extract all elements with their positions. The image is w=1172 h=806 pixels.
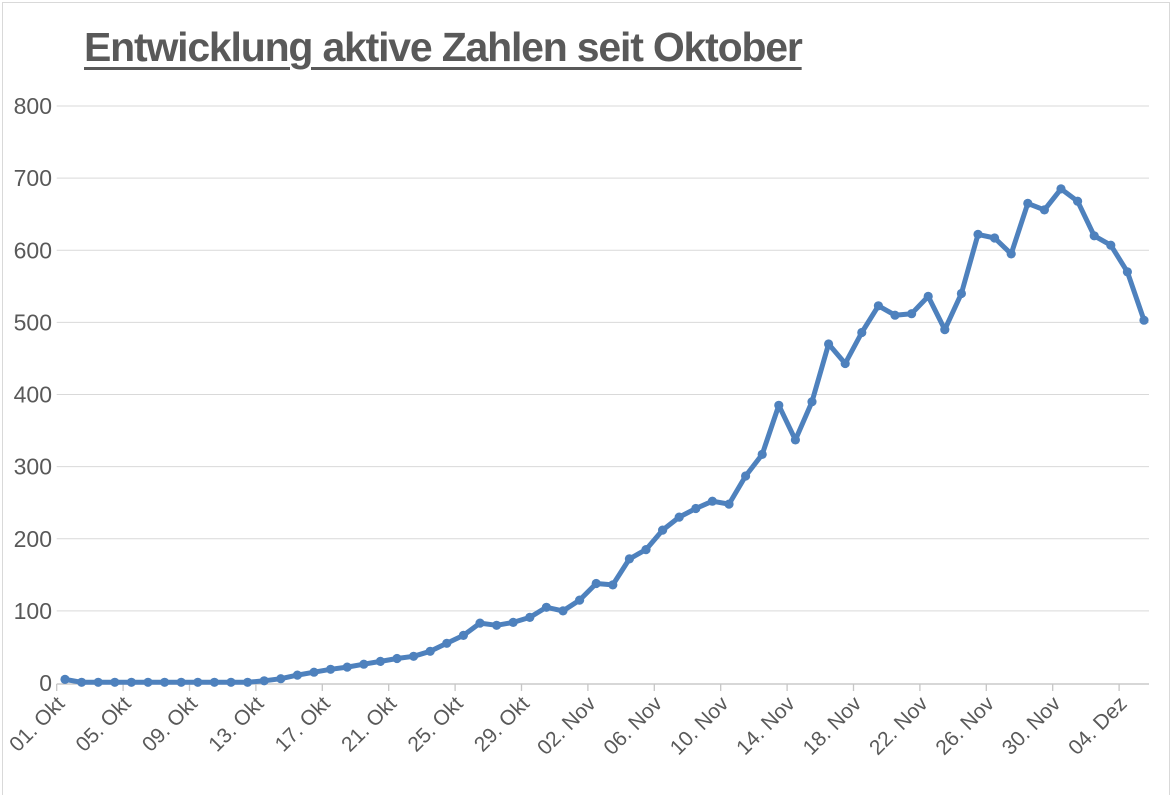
data-point-marker [790, 435, 801, 445]
data-point-marker [475, 618, 485, 628]
data-point-marker [492, 620, 502, 630]
x-axis-label: 29. Okt [470, 692, 534, 756]
data-point-marker [425, 646, 435, 656]
x-axis-label: 01. Okt [5, 692, 69, 756]
x-axis-label: 17. Okt [271, 692, 335, 756]
data-point-marker [1139, 315, 1149, 325]
x-axis-label: 25. Okt [403, 692, 467, 756]
data-point-marker [857, 327, 867, 338]
data-point-marker [143, 677, 153, 687]
x-axis-label: 05. Okt [71, 692, 135, 756]
data-point-marker [757, 449, 767, 459]
data-point-marker [309, 667, 319, 677]
data-point-marker [774, 400, 784, 410]
y-axis-label: 800 [14, 93, 52, 119]
data-point-marker [77, 677, 87, 687]
data-point-marker [741, 471, 751, 481]
data-point-marker [209, 677, 219, 687]
data-point-marker [342, 662, 352, 672]
data-point-marker [658, 525, 668, 535]
data-point-marker [359, 659, 369, 669]
y-axis-label: 0 [39, 670, 52, 696]
data-point-marker [176, 677, 186, 687]
y-axis-label: 300 [14, 454, 52, 480]
data-point-marker [824, 339, 834, 349]
y-axis-label: 200 [14, 526, 52, 552]
data-point-marker [458, 630, 468, 641]
y-axis-label: 600 [14, 237, 52, 263]
x-axis-label: 22. Nov [865, 692, 933, 760]
data-point-marker [641, 545, 651, 555]
data-point-marker [923, 291, 933, 301]
data-point-marker [807, 397, 817, 407]
data-point-marker [956, 288, 967, 299]
x-axis-label: 09. Okt [138, 692, 202, 756]
data-point-marker [1106, 240, 1116, 250]
data-point-marker [110, 677, 120, 687]
x-axis-label: 30. Nov [998, 692, 1066, 760]
data-point-marker [541, 602, 552, 612]
data-point-marker [326, 664, 336, 674]
data-point-marker [558, 606, 568, 616]
data-point-marker [973, 229, 983, 239]
data-point-marker [674, 512, 684, 522]
data-point-marker [525, 612, 535, 623]
data-point-marker [691, 503, 701, 514]
data-point-marker [1056, 184, 1066, 194]
x-axis-label: 26. Nov [931, 692, 999, 760]
data-point-marker [292, 670, 302, 680]
data-point-marker [907, 309, 917, 319]
data-point-marker [591, 578, 601, 589]
x-axis-label: 14. Nov [732, 692, 800, 760]
data-point-marker [226, 677, 236, 687]
data-point-marker [375, 656, 385, 667]
data-point-marker [1122, 267, 1132, 277]
y-axis-label: 500 [14, 309, 52, 335]
data-point-marker [93, 677, 103, 687]
data-point-marker [259, 676, 269, 686]
data-point-marker [409, 651, 419, 661]
series-line [62, 186, 1147, 685]
data-point-marker [990, 233, 1000, 243]
data-point-marker [243, 677, 253, 687]
data-point-marker [1089, 231, 1099, 241]
y-axis-label: 100 [14, 598, 52, 624]
y-axis-label: 400 [14, 382, 52, 408]
data-point-marker [508, 617, 518, 628]
x-axis-label: 21. Okt [337, 692, 401, 756]
data-point-marker [890, 310, 900, 320]
data-point-marker [60, 674, 70, 685]
data-point-marker [608, 580, 618, 590]
data-point-marker [442, 638, 452, 648]
x-axis-label: 02. Nov [533, 692, 601, 760]
chart-title: Entwicklung aktive Zahlen seit Oktober [84, 24, 803, 70]
x-axis-label: 10. Nov [666, 692, 734, 760]
data-point-marker [392, 653, 402, 664]
data-point-marker [1023, 198, 1033, 208]
data-point-marker [193, 677, 203, 687]
data-point-marker [940, 325, 950, 335]
data-point-marker [126, 677, 136, 687]
data-point-marker [724, 499, 734, 509]
data-point-marker [707, 496, 718, 506]
data-point-marker [1006, 249, 1016, 259]
data-point-marker [840, 358, 850, 369]
data-point-marker [624, 554, 635, 564]
x-axis-label: 06. Nov [599, 692, 667, 760]
x-axis-label: 18. Nov [799, 692, 867, 760]
y-axis-label: 700 [14, 165, 52, 191]
data-point-marker [873, 301, 884, 311]
data-point-marker [1039, 205, 1049, 215]
data-point-marker [160, 677, 170, 687]
data-point-marker [276, 674, 286, 684]
data-point-marker [575, 595, 585, 605]
x-axis-label: 13. Okt [204, 692, 268, 756]
x-axis-label: 04. Dez [1064, 692, 1131, 759]
data-point-marker [1073, 196, 1083, 206]
